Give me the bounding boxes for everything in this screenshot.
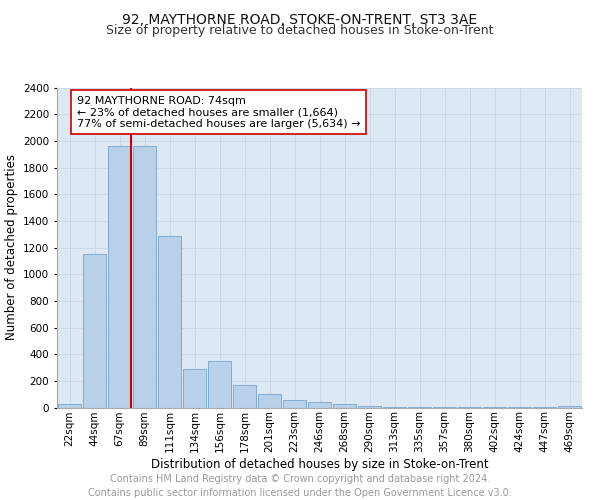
Bar (383, 406, 406, 408)
Bar (358, 406, 382, 407)
Text: 92, MAYTHORNE ROAD, STOKE-ON-TRENT, ST3 3AE: 92, MAYTHORNE ROAD, STOKE-ON-TRENT, ST3 … (122, 12, 478, 26)
Bar (158, 236, 181, 408)
Bar (208, 361, 232, 408)
Bar (58, 404, 82, 407)
Bar (308, 402, 331, 407)
X-axis label: Distribution of detached houses by size in Stoke-on-Trent: Distribution of detached houses by size … (151, 458, 488, 471)
Bar (233, 385, 256, 407)
Bar (107, 146, 131, 407)
Bar (407, 407, 431, 408)
Bar (283, 400, 307, 407)
Bar (83, 254, 106, 408)
Y-axis label: Number of detached properties: Number of detached properties (5, 154, 17, 340)
Bar (332, 404, 356, 407)
Bar (557, 406, 581, 407)
Text: Size of property relative to detached houses in Stoke-on-Trent: Size of property relative to detached ho… (106, 24, 494, 37)
Bar (182, 369, 206, 408)
Bar (133, 146, 157, 407)
Bar (257, 394, 281, 407)
Text: 92 MAYTHORNE ROAD: 74sqm
← 23% of detached houses are smaller (1,664)
77% of sem: 92 MAYTHORNE ROAD: 74sqm ← 23% of detach… (77, 96, 361, 128)
Text: Contains HM Land Registry data © Crown copyright and database right 2024.
Contai: Contains HM Land Registry data © Crown c… (88, 474, 512, 498)
